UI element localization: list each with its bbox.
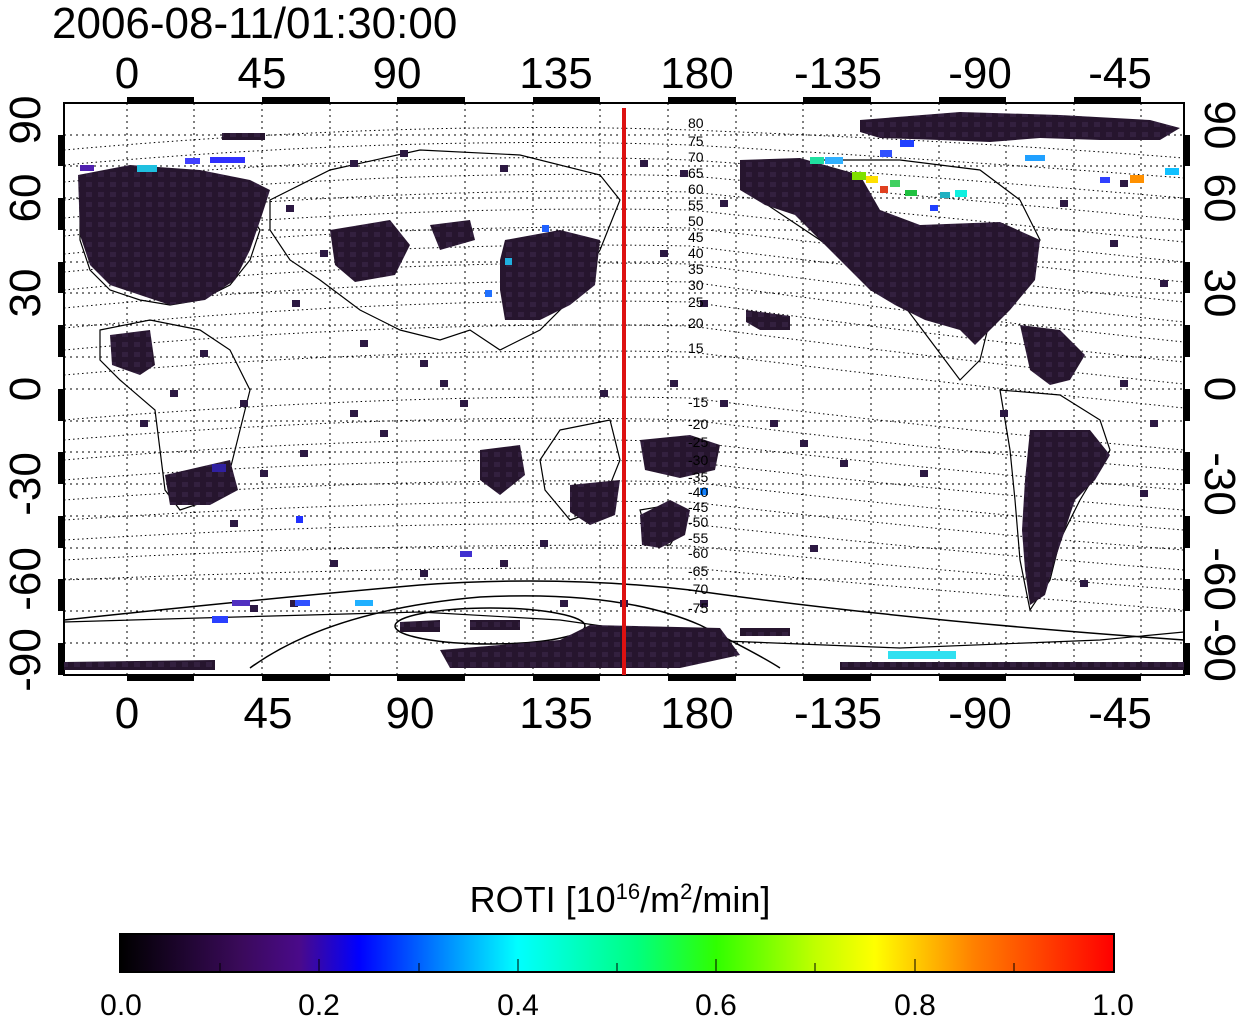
svg-text:30: 30 — [1195, 269, 1240, 318]
svg-text:-45: -45 — [688, 499, 708, 515]
svg-text:-60: -60 — [688, 545, 708, 561]
svg-text:20: 20 — [688, 315, 704, 331]
svg-text:-60: -60 — [1, 547, 50, 611]
colorbar-tick-label: 0.6 — [695, 989, 737, 1022]
svg-text:55: 55 — [688, 197, 704, 213]
colorbar-tick-label: 1.0 — [1092, 989, 1134, 1022]
svg-text:0: 0 — [1, 377, 50, 401]
svg-text:-45: -45 — [1088, 689, 1152, 738]
svg-text:60: 60 — [1, 174, 50, 223]
svg-text:-135: -135 — [794, 689, 882, 738]
svg-text:-55: -55 — [688, 530, 708, 546]
svg-text:-30: -30 — [1, 452, 50, 516]
svg-text:-90: -90 — [948, 689, 1012, 738]
left-latitude-labels: 90 60 30 0 -30 -60 -90 — [1, 96, 50, 692]
svg-text:25: 25 — [688, 294, 704, 310]
svg-text:30: 30 — [688, 277, 704, 293]
roti-data-coverage — [64, 112, 1184, 670]
colorbar-tick-label: 0.4 — [497, 989, 539, 1022]
svg-text:90: 90 — [1, 96, 50, 145]
svg-text:-90: -90 — [1, 628, 50, 692]
svg-text:-90: -90 — [1195, 618, 1240, 682]
colorbar-title: ROTI [1016/m2/min] — [469, 879, 771, 920]
svg-text:0: 0 — [115, 689, 139, 738]
svg-text:-35: -35 — [688, 469, 708, 485]
svg-text:-75: -75 — [688, 600, 708, 616]
svg-text:180: 180 — [660, 49, 733, 98]
map-timestamp-title: 2006-08-11/01:30:00 — [52, 0, 458, 48]
svg-text:135: 135 — [519, 689, 592, 738]
svg-text:40: 40 — [688, 245, 704, 261]
svg-text:-50: -50 — [688, 514, 708, 530]
svg-text:90: 90 — [386, 689, 435, 738]
svg-text:60: 60 — [688, 181, 704, 197]
svg-text:0: 0 — [115, 49, 139, 98]
svg-text:-60: -60 — [1195, 547, 1240, 611]
svg-text:65: 65 — [688, 165, 704, 181]
svg-text:45: 45 — [688, 229, 704, 245]
svg-text:135: 135 — [519, 49, 592, 98]
roti-scattered-cells — [140, 150, 1168, 612]
svg-text:-20: -20 — [688, 416, 708, 432]
svg-text:60: 60 — [1195, 174, 1240, 223]
bottom-longitude-labels: 0 45 90 135 180 -135 -90 -45 — [115, 689, 1152, 738]
svg-text:15: 15 — [688, 340, 704, 356]
svg-text:-30: -30 — [1195, 452, 1240, 516]
svg-text:0: 0 — [1195, 377, 1240, 401]
svg-text:90: 90 — [373, 49, 422, 98]
top-longitude-labels: 0 45 90 135 180 -135 -90 -45 — [115, 49, 1152, 98]
contour-labels-north: 80 75 70 65 60 55 50 45 40 35 30 25 20 1… — [688, 115, 704, 356]
roti-world-map: 80 75 70 65 60 55 50 45 40 35 30 25 20 1… — [1, 49, 1240, 738]
svg-text:50: 50 — [688, 213, 704, 229]
right-latitude-labels: 90 60 30 0 -30 -60 -90 — [1195, 101, 1240, 682]
svg-text:-135: -135 — [794, 49, 882, 98]
svg-text:-65: -65 — [688, 563, 708, 579]
svg-text:70: 70 — [688, 149, 704, 165]
svg-text:80: 80 — [688, 115, 704, 131]
svg-text:35: 35 — [688, 261, 704, 277]
colorbar-tick-label: 0.2 — [298, 989, 340, 1022]
svg-text:45: 45 — [244, 689, 293, 738]
colorbar-tick-label: 0.0 — [100, 989, 142, 1022]
svg-text:90: 90 — [1195, 101, 1240, 150]
contour-labels-south: -15 -20 -25 -30 -35 -40 -45 -50 -55 -60 … — [688, 394, 708, 616]
svg-text:-90: -90 — [948, 49, 1012, 98]
frame-tick-bars — [58, 97, 1190, 681]
colorbar-tick-label: 0.8 — [894, 989, 936, 1022]
svg-text:30: 30 — [1, 269, 50, 318]
svg-text:180: 180 — [660, 689, 733, 738]
roti-elevated-cells — [80, 140, 1179, 659]
roti-colorbar — [119, 933, 1115, 973]
svg-text:75: 75 — [688, 133, 704, 149]
svg-text:45: 45 — [238, 49, 287, 98]
magnetic-latitude-contours — [64, 127, 1184, 611]
svg-text:-25: -25 — [688, 434, 708, 450]
svg-text:-15: -15 — [688, 394, 708, 410]
svg-text:-70: -70 — [688, 581, 708, 597]
svg-text:-30: -30 — [688, 452, 708, 468]
svg-text:-40: -40 — [688, 484, 708, 500]
svg-text:-45: -45 — [1088, 49, 1152, 98]
colorbar-ticks — [219, 959, 1015, 971]
